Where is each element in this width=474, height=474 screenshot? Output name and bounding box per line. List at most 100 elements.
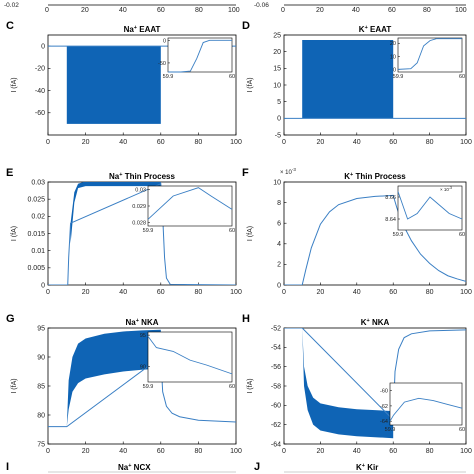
y-axis-label: I (fA): [11, 378, 18, 393]
inset: 0 10 20 59.9 60: [390, 37, 465, 80]
oscillation-band: [302, 40, 394, 119]
x-tick-label: 80: [426, 289, 434, 296]
x-tick-label: 20: [82, 289, 90, 296]
x-tick-label: 80: [195, 139, 203, 146]
axes-box: [47, 34, 237, 136]
y-tick-label: 0.015: [27, 231, 45, 238]
panel-E: E Na+ Thin Process I (fA) 0 20 40 60 80 100 0 0.00…: [6, 167, 242, 296]
y-tick-label: 2: [277, 262, 281, 269]
panel-title: K+ NKA: [361, 318, 390, 327]
title-rest: Kir: [365, 463, 378, 472]
x-tick-label: 80: [426, 448, 434, 455]
y-tick-label: 0: [277, 116, 281, 123]
panel-label: C: [6, 20, 14, 32]
inset-x-tick-label: 59.9: [393, 74, 404, 80]
panel-title: K+ EAAT: [359, 25, 392, 34]
inset: 8.64 8.66 59.9 60 × 10-3: [385, 185, 465, 238]
x-tick-label: 100: [230, 139, 242, 146]
y-tick-label: -64: [271, 441, 281, 448]
y-tick-label: 8: [277, 200, 281, 207]
inset-box: [397, 37, 463, 73]
inset-x-tick-label: 60: [229, 384, 235, 390]
y-tick-label: 80: [37, 412, 45, 419]
top-strip-right-label: -0.06: [254, 2, 269, 9]
y-axis-label: I (fA): [247, 77, 254, 92]
panel-label: F: [242, 167, 249, 179]
inset-x-tick-label: 60: [459, 74, 465, 80]
x-tick-label: 60: [157, 139, 165, 146]
y-axis-label: I (fA): [247, 226, 254, 241]
x-tick-label: 0: [282, 289, 286, 296]
bottom-strip: I Na+ NCX J K+ Kir: [6, 461, 466, 473]
panel-title: Na+ EAAT: [124, 25, 161, 34]
y-tick-label: 90: [37, 354, 45, 361]
inset-x-tick-label: 60: [459, 232, 465, 238]
top-tick-label: 80: [195, 7, 203, 14]
x-tick-label: 60: [389, 448, 397, 455]
x-tick-label: 20: [317, 289, 325, 296]
panel-label: H: [242, 313, 250, 325]
inset-x-tick-label: 59.9: [143, 228, 154, 234]
y-tick-label: 4: [277, 241, 281, 248]
inset-x-tick-label: 60: [459, 427, 465, 433]
y-tick-label: 0.025: [27, 196, 45, 203]
y-tick-label: 0.03: [31, 179, 45, 186]
y-tick-label: -56: [271, 364, 281, 371]
panel-label-I: I: [6, 461, 9, 473]
plot-area: [48, 45, 236, 124]
inset-y-tick-label: 20: [390, 41, 396, 47]
title-sup: +: [128, 463, 131, 469]
title-sup: +: [362, 463, 365, 469]
y-multiplier: × 10-3: [280, 167, 296, 176]
inset-series-line: [168, 39, 232, 73]
y-tick-label: 0: [41, 43, 45, 50]
x-tick-label: 100: [230, 448, 242, 455]
inset: 0.028 0.029 0.03 59.9 60: [132, 185, 235, 234]
top-tick-label: 0: [45, 7, 49, 14]
y-tick-label: -5: [275, 132, 281, 139]
inset-y-tick-label: 0: [163, 38, 166, 44]
inset-x-tick-label: 59.9: [385, 427, 396, 433]
series-line: [48, 182, 236, 285]
plot-area: [284, 328, 466, 439]
inset-y-tick-label: 0.028: [132, 221, 146, 227]
inset-y-tick-label: 0.03: [135, 187, 146, 193]
top-tick-label: 20: [316, 7, 324, 14]
inset: -50 0 59.9 60: [158, 37, 235, 80]
top-tick-label: 80: [423, 7, 431, 14]
plot-area: [284, 40, 466, 119]
top-tick-label: 20: [81, 7, 89, 14]
x-tick-label: 100: [460, 289, 472, 296]
y-tick-label: -58: [271, 383, 281, 390]
oscillation-band: [66, 46, 161, 124]
y-tick-label: 0.005: [27, 265, 45, 272]
panel-label: G: [6, 313, 15, 325]
y-tick-label: 20: [273, 49, 281, 56]
plot-area: [48, 182, 236, 285]
panel-title-J: K+ Kir: [356, 463, 378, 472]
panel-title: Na+ NKA: [125, 318, 158, 327]
x-tick-label: 80: [195, 448, 203, 455]
inset-y-tick-label: 90: [140, 364, 146, 370]
panel-H: H K+ NKA I (fA) 0 20 40 60 80 100 -64 -62 -60 -58 -56…: [242, 313, 472, 455]
oscillation-band: [302, 328, 394, 439]
inset-series-line: [389, 397, 463, 422]
x-tick-label: 60: [157, 289, 165, 296]
x-tick-label: 20: [317, 448, 325, 455]
top-tick-label: 40: [119, 7, 127, 14]
x-tick-label: 0: [46, 448, 50, 455]
x-tick-label: 20: [82, 139, 90, 146]
inset-y-tick-label: 8.64: [385, 217, 396, 223]
y-tick-label: 85: [37, 383, 45, 390]
y-tick-label: 0: [41, 282, 45, 289]
x-tick-label: 0: [282, 139, 286, 146]
inset-series-line: [397, 38, 462, 70]
top-tick-label: 100: [455, 7, 467, 14]
inset-x-tick-label: 60: [229, 228, 235, 234]
x-tick-label: 40: [353, 289, 361, 296]
y-axis-label: I (fA): [11, 77, 18, 92]
x-tick-label: 40: [353, 139, 361, 146]
y-tick-label: 0.01: [31, 248, 45, 255]
inset-box: [389, 382, 463, 426]
x-tick-label: 0: [46, 289, 50, 296]
